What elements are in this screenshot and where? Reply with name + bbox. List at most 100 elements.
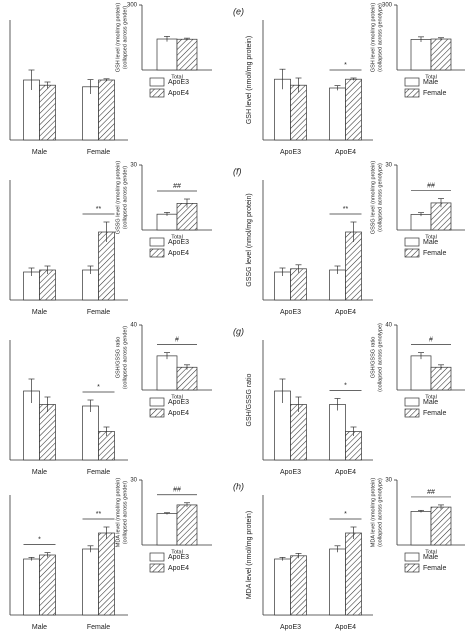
x-tick-label: Male (32, 469, 47, 476)
x-tick-label: Female (87, 309, 110, 316)
bar (329, 548, 346, 616)
legend-label: ApoE3 (168, 554, 189, 561)
bar (290, 555, 307, 616)
bar (430, 506, 452, 546)
bar (98, 532, 115, 616)
legend-label: ApoE4 (168, 250, 189, 257)
x-tick-label: Male (32, 624, 47, 631)
x-tick-label: Total (171, 74, 183, 80)
significance-marker: ## (427, 182, 435, 189)
legend-label: Male (423, 554, 438, 561)
x-tick-label: ApoE4 (335, 309, 356, 316)
significance-marker: ## (427, 489, 435, 496)
legend-swatch (404, 552, 420, 562)
panel-label: (h) (233, 481, 244, 491)
significance-marker: # (175, 336, 179, 343)
panel-label: (g) (233, 326, 244, 336)
significance-marker: * (97, 384, 100, 391)
legend-swatch (149, 77, 165, 87)
legend-label: ApoE4 (168, 410, 189, 417)
legend-label: Female (423, 90, 446, 97)
bar (156, 38, 178, 71)
x-tick-label: Male (32, 149, 47, 156)
legend-label: Female (423, 565, 446, 572)
legend-swatch (149, 237, 165, 247)
y-tick-label: 30 (385, 478, 392, 484)
significance-marker: # (429, 336, 433, 343)
x-tick-label: ApoE3 (280, 469, 301, 476)
significance-marker: ** (96, 511, 102, 518)
bar (39, 269, 56, 301)
y-tick-label: 300 (127, 3, 138, 9)
y-axis-label: GSH level (nmol/mg protein) (246, 36, 253, 124)
legend-swatch (404, 408, 420, 418)
legend-label: ApoE4 (168, 90, 189, 97)
y-axis-label: (collapsed across gender) (122, 481, 128, 544)
significance-marker: ** (343, 206, 349, 213)
x-tick-label: Total (425, 74, 437, 80)
legend-label: ApoE3 (168, 239, 189, 246)
x-tick-label: Female (87, 149, 110, 156)
significance-marker: ** (96, 206, 102, 213)
legend-label: ApoE3 (168, 79, 189, 86)
y-axis-label: (collapsed across genotype) (377, 3, 383, 72)
x-tick-label: ApoE3 (280, 624, 301, 631)
legend-swatch (149, 408, 165, 418)
legend-label: Male (423, 239, 438, 246)
legend-label: ApoE3 (168, 399, 189, 406)
legend-swatch (149, 248, 165, 258)
legend-swatch (404, 563, 420, 573)
significance-marker: * (38, 536, 41, 543)
legend-swatch (404, 237, 420, 247)
significance-marker: ## (173, 487, 181, 494)
y-axis-label: GSSG level (nmol/mg protein) (246, 193, 253, 286)
bar (290, 268, 307, 301)
bar (39, 404, 56, 461)
y-tick-label: 30 (385, 163, 392, 169)
significance-marker: * (344, 511, 347, 518)
x-tick-label: ApoE4 (335, 469, 356, 476)
bar (23, 271, 40, 301)
legend-label: ApoE4 (168, 565, 189, 572)
bar (274, 271, 291, 301)
bar (329, 87, 346, 141)
legend-swatch (149, 397, 165, 407)
legend-label: Male (423, 399, 438, 406)
bar (329, 269, 346, 301)
y-axis-label: MDA level (nmol/mg protein) (370, 478, 376, 548)
y-tick-label: 40 (130, 323, 137, 329)
x-tick-label: Female (87, 624, 110, 631)
y-axis-label: (collapsed across gender) (122, 326, 128, 389)
y-axis-label: GSH/GSSG ratio (115, 337, 121, 379)
y-axis-label: GSH level (nmol/mg protein) (115, 3, 121, 73)
legend-label: Female (423, 410, 446, 417)
bar (98, 231, 115, 301)
legend-label: Male (423, 79, 438, 86)
y-axis-label: MDA level (nmol/mg protein) (115, 478, 121, 548)
bar (345, 231, 362, 301)
y-axis-label: MDA level (nmol/mg protein) (246, 511, 253, 599)
significance-marker: ## (173, 183, 181, 190)
bar (176, 366, 198, 391)
y-tick-label: 300 (382, 3, 393, 9)
y-axis-label: GSH/GSSG ratio (370, 337, 376, 379)
bar (156, 213, 178, 231)
x-tick-label: Female (87, 469, 110, 476)
y-axis-label: GSSG level (nmol/mg protein) (115, 161, 121, 235)
bar (156, 355, 178, 391)
legend-swatch (404, 88, 420, 98)
bar (290, 404, 307, 461)
bar (430, 366, 452, 391)
x-tick-label: Total (171, 394, 183, 400)
bar (410, 214, 432, 231)
bar (176, 504, 198, 546)
bar (410, 355, 432, 391)
y-axis-label: GSH level (nmol/mg protein) (370, 3, 376, 73)
x-tick-label: Male (32, 309, 47, 316)
bar (430, 38, 452, 71)
y-axis-label: (collapsed across genotype) (377, 478, 383, 547)
x-tick-label: ApoE4 (335, 149, 356, 156)
y-axis-label: GSSG level (nmol/mg protein) (370, 161, 376, 235)
legend-swatch (149, 563, 165, 573)
